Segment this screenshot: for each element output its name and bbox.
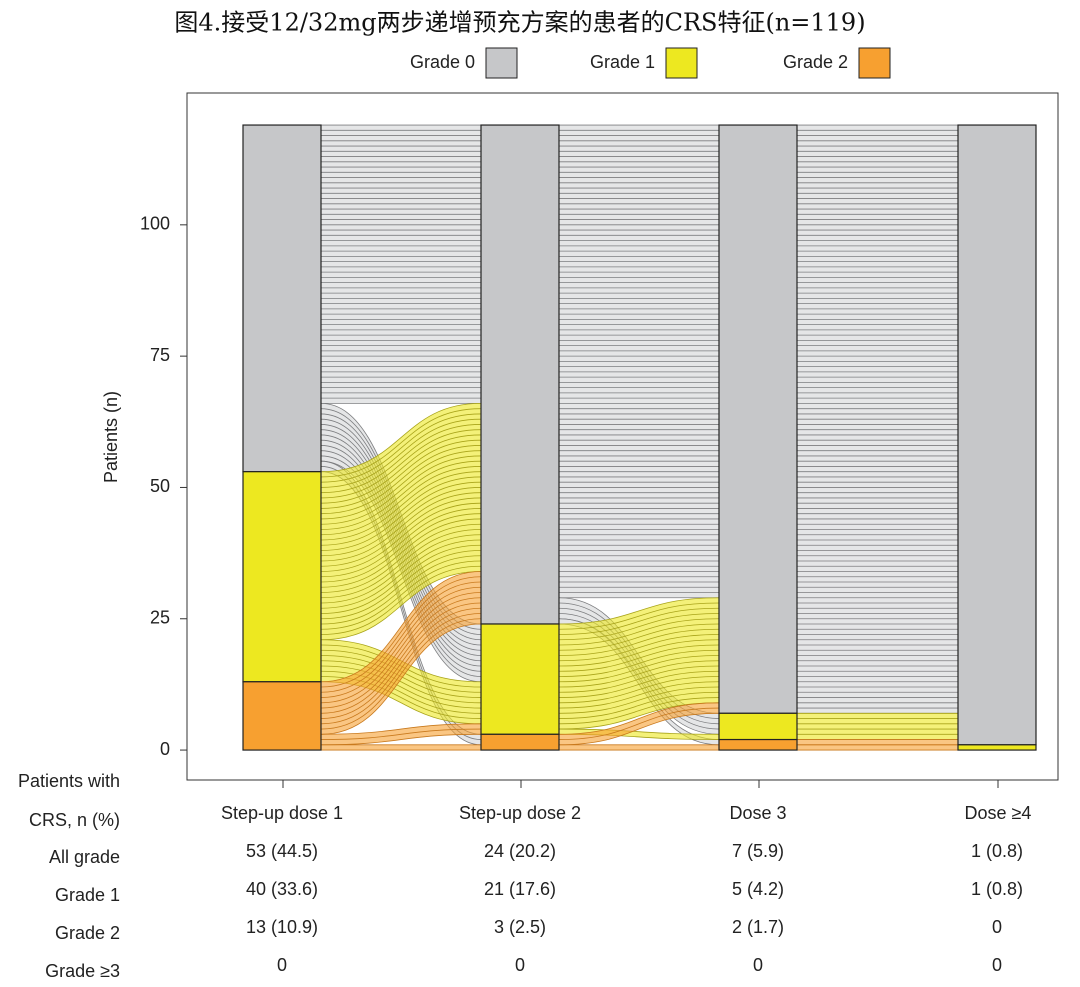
flow <box>797 739 958 745</box>
flow <box>797 713 958 740</box>
plot-frame <box>186 92 1059 781</box>
flow <box>321 125 481 404</box>
chart-title: 图4.接受12/32mg两步递增预充方案的患者的CRS特征(n=119) <box>174 9 865 37</box>
flow-line <box>796 712 959 740</box>
y-axis-label: Patients (n) <box>101 391 121 483</box>
bar-segment <box>242 471 322 683</box>
bar-segment <box>242 681 322 751</box>
table-cell: 0 <box>753 955 763 975</box>
flow-line <box>558 702 720 746</box>
table-cell: 3 (2.5) <box>494 917 546 937</box>
table-cell: 53 (44.5) <box>246 841 318 861</box>
table-row-label: Grade 2 <box>55 923 120 943</box>
bar-segment <box>957 744 1037 751</box>
table-cell: 0 <box>277 955 287 975</box>
legend-swatch <box>858 47 891 79</box>
x-tick-label: Step-up dose 2 <box>459 803 581 823</box>
flow-line <box>320 744 481 751</box>
table-row-label: All grade <box>49 847 120 867</box>
table-header: CRS, n (%) <box>29 810 120 830</box>
y-tick-label: 25 <box>150 608 170 628</box>
flows <box>320 124 959 751</box>
flow-line <box>558 744 719 751</box>
table-row-label: Grade 1 <box>55 885 120 905</box>
x-tick-label: Dose ≥4 <box>965 803 1032 823</box>
flow <box>797 744 958 751</box>
table-cell: 1 (0.8) <box>971 841 1023 861</box>
bar-segment <box>718 124 798 714</box>
bar-segment <box>480 124 560 625</box>
table-cell: 0 <box>515 955 525 975</box>
bar-segment <box>957 124 1037 746</box>
flow-line <box>796 744 958 751</box>
table-cell: 13 (10.9) <box>246 917 318 937</box>
table-cell: 0 <box>992 955 1002 975</box>
y-tick-label: 100 <box>140 214 170 234</box>
table-cell: 21 (17.6) <box>484 879 556 899</box>
bar-segment <box>718 738 798 751</box>
table-cell: 0 <box>992 917 1002 937</box>
table-cell: 40 (33.6) <box>246 879 318 899</box>
legend-label: Grade 1 <box>590 52 655 72</box>
bar-segment <box>242 124 322 473</box>
table-cell: 5 (4.2) <box>732 879 784 899</box>
y-tick-label: 50 <box>150 476 170 496</box>
bar-segment <box>480 733 560 751</box>
flow-line <box>320 571 482 735</box>
flow-line <box>320 124 482 404</box>
flow-line <box>558 124 720 599</box>
legend-swatch <box>485 47 518 79</box>
x-tick-label: Step-up dose 1 <box>221 803 343 823</box>
flow <box>321 744 481 751</box>
y-tick-label: 0 <box>160 739 170 759</box>
flow-line <box>320 403 482 641</box>
legend-swatch <box>665 47 698 79</box>
table-header: Patients with <box>18 771 120 791</box>
table-cell: 1 (0.8) <box>971 879 1023 899</box>
bar-segment <box>480 623 560 735</box>
bar-segment <box>718 712 798 741</box>
table-row-label: Grade ≥3 <box>45 961 120 981</box>
table-cell: 2 (1.7) <box>732 917 784 937</box>
flow-line <box>320 723 482 746</box>
table-cell: 7 (5.9) <box>732 841 784 861</box>
legend-label: Grade 0 <box>410 52 475 72</box>
flow-line <box>558 597 720 730</box>
flow-line <box>796 124 959 714</box>
x-tick-label: Dose 3 <box>729 803 786 823</box>
table-cell: 24 (20.2) <box>484 841 556 861</box>
legend-label: Grade 2 <box>783 52 848 72</box>
y-tick-label: 75 <box>150 345 170 365</box>
flow <box>559 744 719 751</box>
